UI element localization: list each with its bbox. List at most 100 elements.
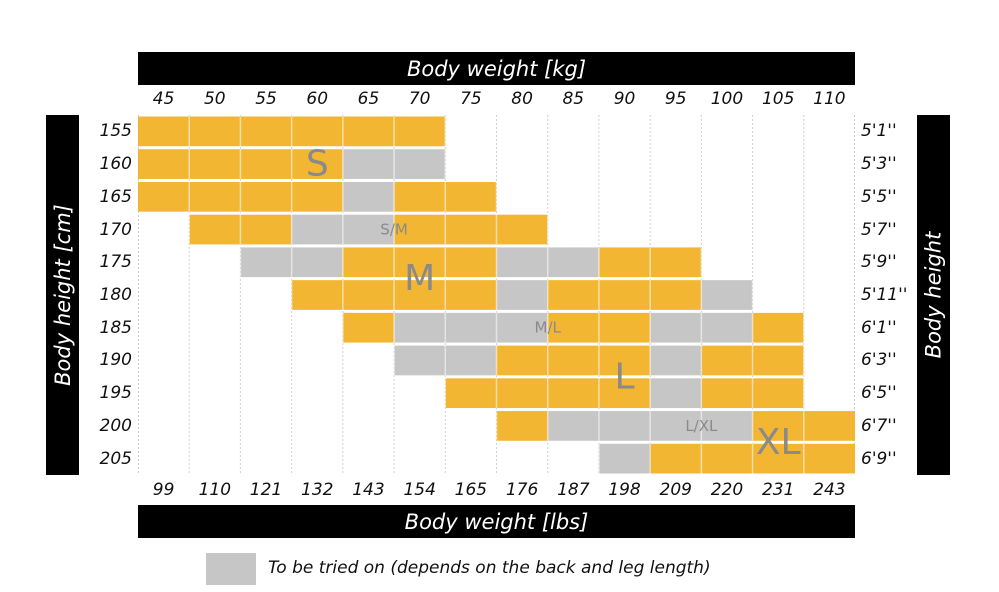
cell-fit	[752, 443, 804, 474]
cell-fit	[496, 411, 548, 441]
cell-fit	[394, 280, 446, 310]
cell-fit	[445, 214, 497, 245]
cell-fit	[650, 280, 702, 310]
cell-fit	[496, 214, 548, 245]
lbs-tick-label: 198	[608, 480, 641, 500]
cell-try-on	[445, 345, 497, 376]
ft-tick-label: 6'5''	[861, 383, 897, 404]
cell-fit	[752, 312, 804, 343]
cell-fit	[394, 181, 446, 212]
cm-tick-label: 180	[99, 285, 132, 305]
ft-tick-label: 6'7''	[861, 415, 897, 436]
cell-fit	[189, 214, 241, 245]
cell-fit	[240, 181, 292, 212]
cell-fit	[394, 247, 446, 278]
cell-fit	[547, 312, 599, 343]
kg-tick-label: 80	[511, 89, 533, 109]
cell-try-on	[598, 411, 651, 441]
lbs-tick-label: 187	[557, 480, 590, 500]
height-ft-title: Body height	[921, 231, 946, 359]
kg-tick-label: 70	[408, 89, 431, 109]
ft-tick-label: 6'1''	[861, 317, 897, 338]
weight-kg-header: Body weight [kg]	[138, 52, 855, 85]
cell-try-on	[547, 411, 599, 441]
cell-fit	[803, 411, 855, 441]
cell-try-on	[650, 411, 702, 441]
cm-tick-label: 160	[99, 154, 132, 175]
lbs-tick-label: 121	[249, 480, 283, 500]
cell-fit	[547, 280, 599, 310]
size-label: M/L	[535, 319, 562, 337]
size-label: M	[404, 258, 435, 299]
cell-fit	[138, 181, 190, 212]
ft-tick-label: 6'9''	[861, 448, 897, 469]
cm-tick-label: 155	[99, 121, 132, 142]
cell-try-on	[496, 280, 548, 310]
kg-tick-label: 60	[306, 89, 329, 109]
cell-try-on	[394, 345, 446, 376]
kg-tick-label: 100	[710, 89, 744, 109]
kg-tick-label: 65	[357, 89, 380, 109]
cell-try-on	[394, 149, 446, 179]
cell-try-on	[650, 345, 702, 376]
cell-fit	[650, 443, 702, 474]
cell-fit	[547, 345, 599, 376]
ft-tick-label: 5'11''	[861, 285, 908, 305]
cell-fit	[240, 149, 292, 179]
cell-fit	[240, 214, 292, 245]
cell-try-on	[496, 247, 548, 278]
cm-tick-label: 170	[99, 219, 132, 240]
cm-tick-label: 165	[99, 186, 132, 207]
cell-fit	[342, 280, 395, 310]
kg-tick-label: 110	[813, 89, 846, 109]
ft-tick-label: 5'3''	[861, 154, 897, 175]
size-label: S/M	[380, 221, 408, 239]
cell-fit	[342, 247, 395, 278]
kg-tick-label: 90	[613, 89, 636, 109]
cell-fit	[547, 378, 599, 409]
kg-tick-label: 85	[562, 89, 585, 109]
lbs-tick-label: 209	[659, 480, 692, 500]
lbs-tick-label: 143	[352, 480, 385, 500]
cm-tick-label: 190	[99, 350, 132, 371]
cell-fit	[342, 312, 395, 343]
lbs-tick-label: 220	[710, 480, 744, 500]
lbs-tick-label: 110	[198, 480, 232, 500]
cell-fit	[138, 149, 190, 179]
cm-tick-label: 200	[99, 415, 132, 436]
cell-try-on	[650, 312, 702, 343]
cell-fit	[189, 181, 241, 212]
lbs-tick-label: 165	[454, 480, 488, 500]
cell-fit	[291, 116, 343, 147]
cell-fit	[189, 116, 241, 147]
cell-try-on	[547, 247, 599, 278]
height-cm-title: Body height [cm]	[50, 204, 75, 386]
cell-fit	[291, 149, 343, 179]
weight-lbs-title: Body weight [lbs]	[404, 509, 589, 534]
cell-fit	[445, 280, 497, 310]
lbs-tick-label: 154	[403, 480, 436, 500]
ft-tick-label: 6'3''	[861, 350, 897, 371]
cell-fit	[189, 149, 241, 179]
lbs-tick-label: 176	[505, 480, 539, 500]
cell-fit	[598, 378, 651, 409]
cell-fit	[598, 247, 651, 278]
cell-fit	[752, 411, 804, 441]
cell-try-on	[342, 181, 395, 212]
size-label: S	[306, 144, 329, 185]
cm-tick-label: 175	[99, 252, 132, 273]
cell-fit	[394, 214, 446, 245]
cell-try-on	[291, 214, 343, 245]
cell-try-on	[701, 411, 753, 441]
lbs-tick-label: 132	[301, 480, 334, 500]
size-chart-grid: S S/M M M/L L L/XL XL	[138, 115, 855, 475]
size-label: L/XL	[685, 417, 718, 435]
cell-fit	[445, 247, 497, 278]
cell-fit	[496, 345, 548, 376]
cell-fit	[445, 181, 497, 212]
lbs-tick-label: 243	[813, 480, 846, 500]
ft-tick-label: 5'9''	[861, 252, 897, 273]
ft-tick-label: 5'7''	[861, 219, 897, 240]
cell-fit	[598, 280, 651, 310]
cell-fit	[291, 181, 343, 212]
